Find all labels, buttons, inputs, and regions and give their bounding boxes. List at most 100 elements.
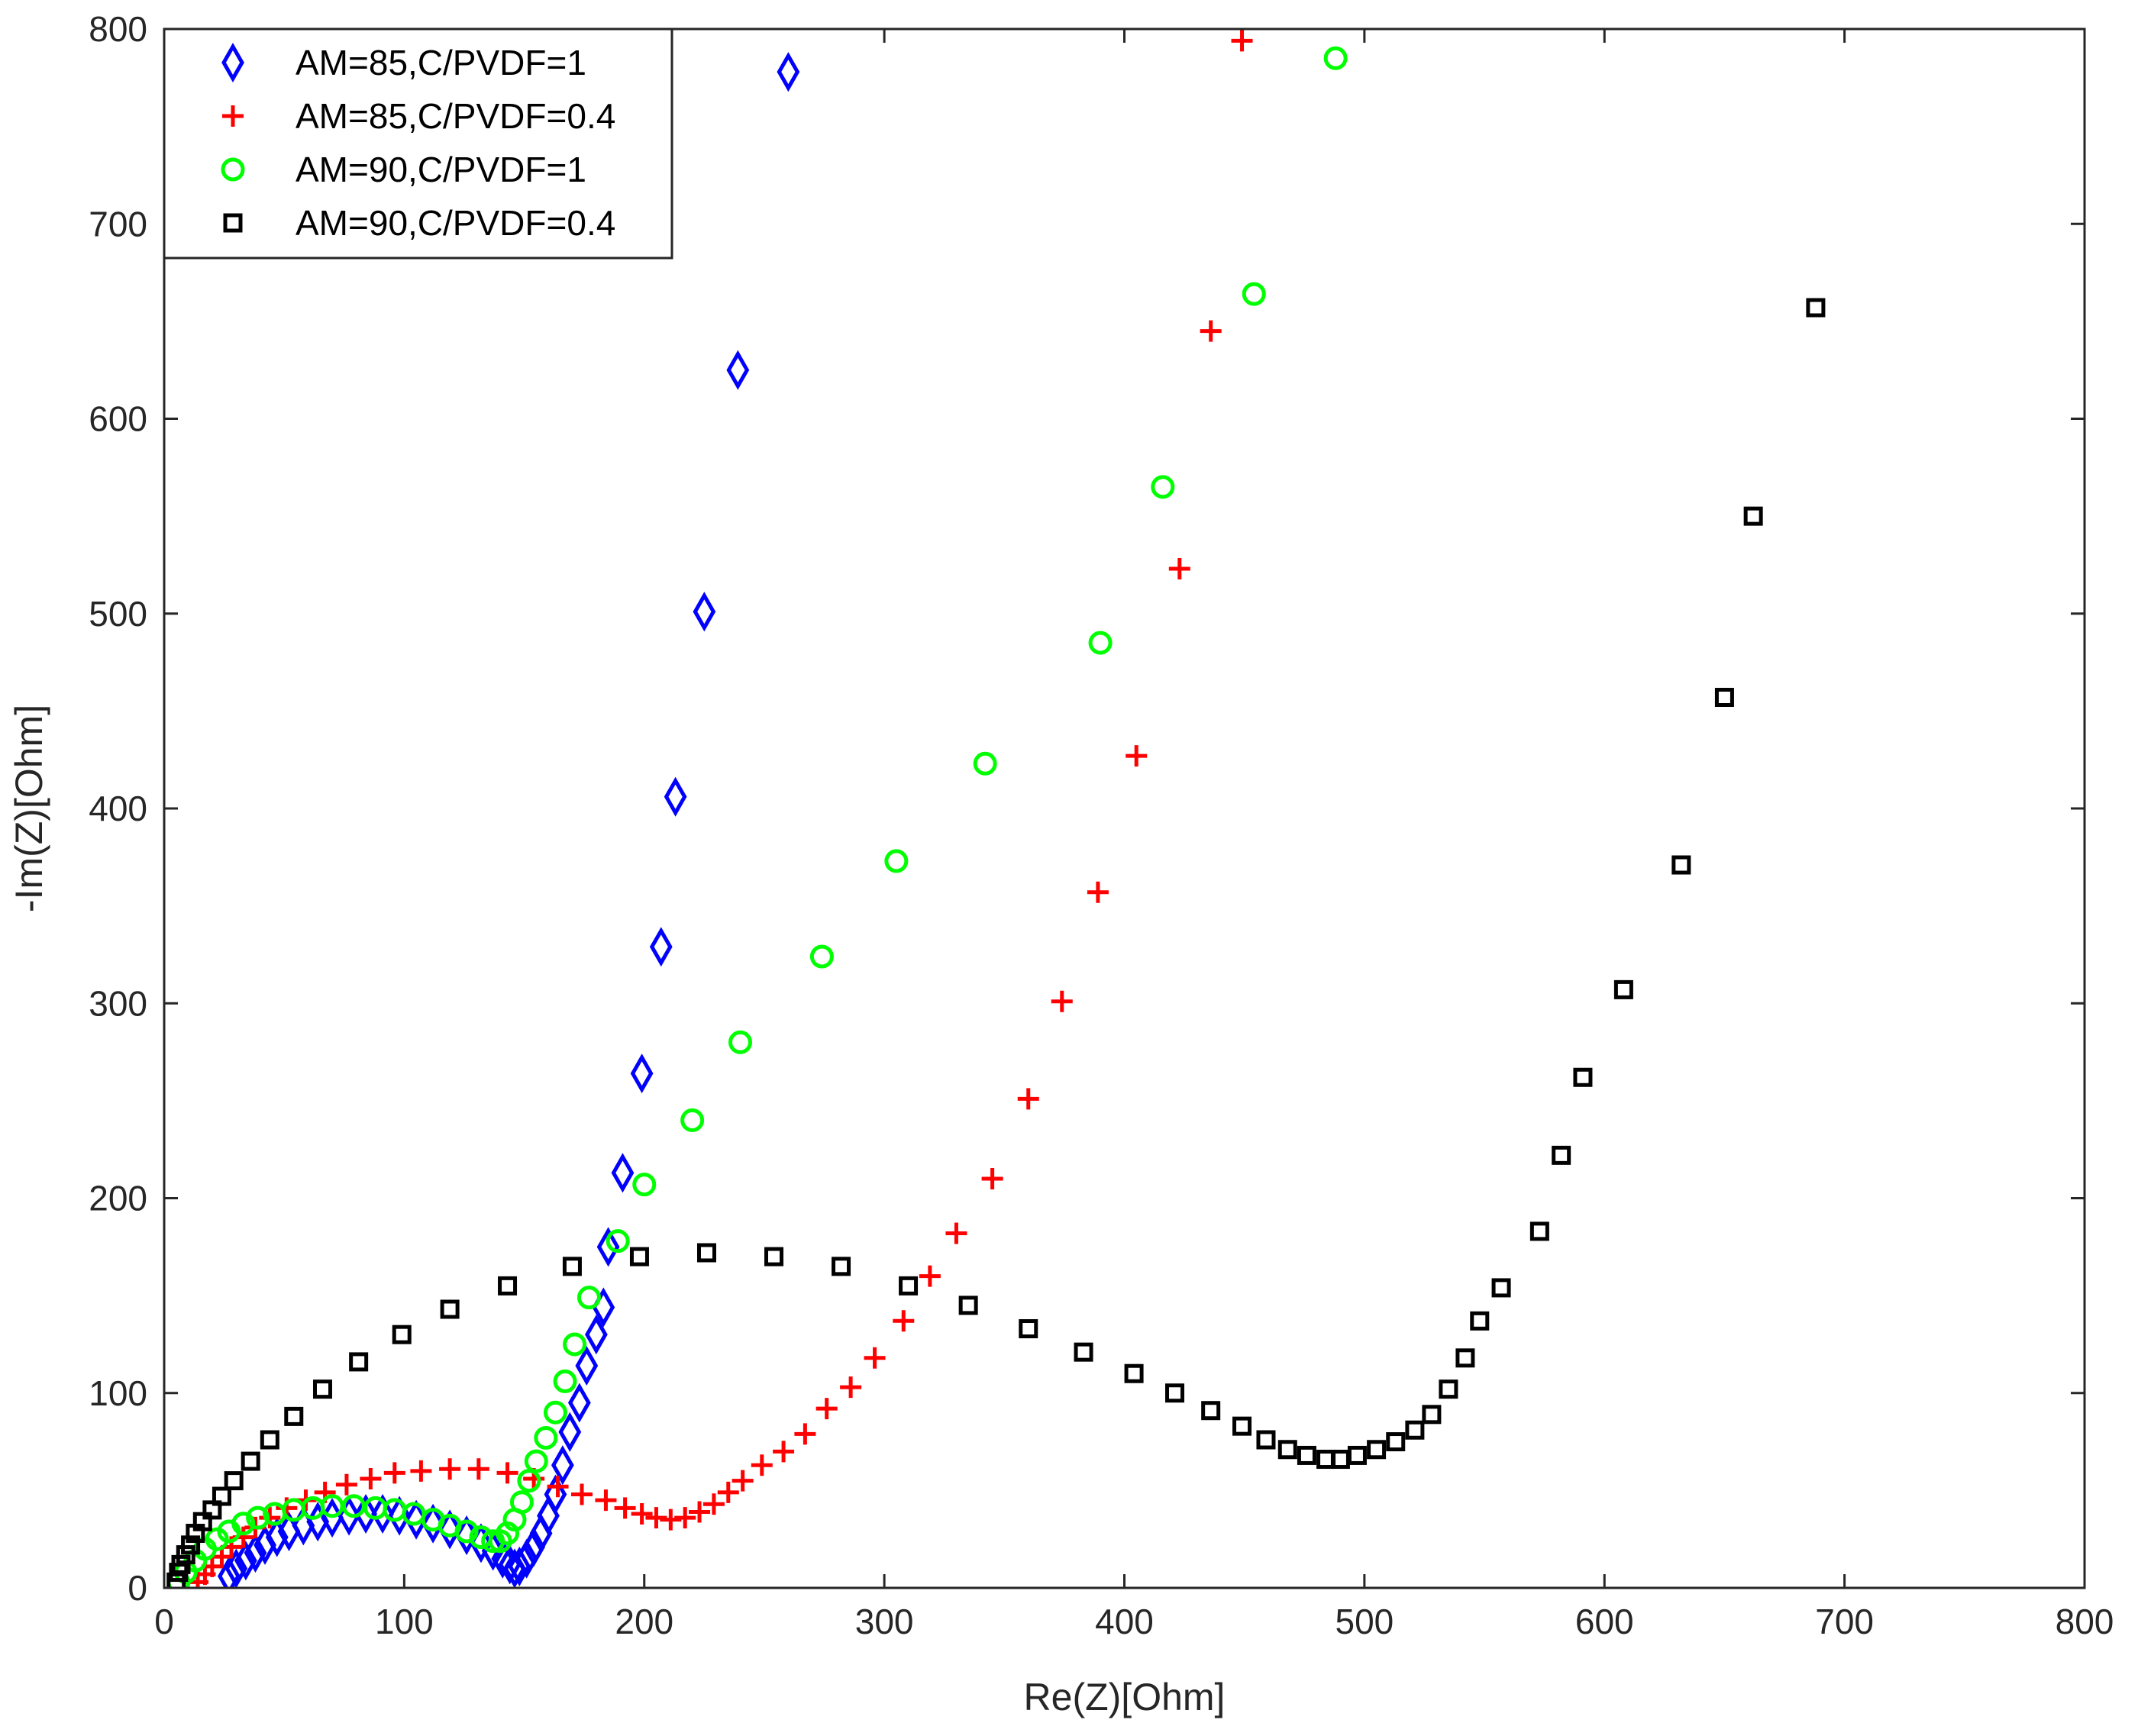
data-point (664, 776, 687, 817)
x-tick-label: 500 (1335, 1602, 1394, 1641)
data-point (1256, 1430, 1276, 1450)
data-point (1529, 1221, 1549, 1241)
data-point (231, 1512, 256, 1536)
legend-marker (223, 213, 243, 233)
data-point (508, 1546, 531, 1586)
y-tick-label: 600 (89, 399, 147, 439)
x-tick-label: 700 (1815, 1602, 1874, 1641)
legend-marker (222, 105, 244, 127)
data-point (611, 1153, 635, 1193)
data-point (1297, 1445, 1316, 1465)
data-point (680, 1108, 705, 1132)
data-point (1455, 1348, 1475, 1368)
data-point (576, 1286, 601, 1310)
data-point (629, 1247, 649, 1267)
data-point (1714, 688, 1734, 708)
legend-label: AM=85,C/PVDF=0.4 (296, 96, 615, 136)
data-point (1743, 506, 1763, 526)
data-point (1201, 1401, 1221, 1421)
data-point (202, 1500, 222, 1520)
data-point (1470, 1311, 1490, 1331)
data-point (1552, 1145, 1571, 1165)
data-point (575, 1345, 599, 1386)
data-point (981, 1167, 1003, 1189)
data-point (751, 1454, 773, 1476)
y-tick-label: 300 (89, 983, 147, 1023)
data-point (335, 1473, 357, 1496)
data-point (777, 52, 800, 92)
legend-label: AM=85,C/PVDF=1 (296, 43, 586, 82)
data-point (1573, 1067, 1593, 1087)
data-point (832, 1257, 851, 1276)
data-point (192, 1512, 212, 1531)
data-point (212, 1486, 231, 1506)
data-point (693, 592, 716, 632)
data-point (764, 1247, 784, 1267)
data-point (241, 1451, 260, 1471)
data-point (632, 1173, 657, 1197)
legend-label: AM=90,C/PVDF=1 (296, 150, 586, 189)
data-point (509, 1490, 534, 1515)
axis-tick-labels: 0 100 200 300 400 500 600 700 800 0 100 200 300 400 50… (89, 9, 2114, 1641)
data-point (547, 1476, 569, 1498)
y-axis-label: -Im(Z)[Ohm] (8, 705, 50, 912)
data-point (884, 849, 909, 873)
data-point (360, 1468, 382, 1490)
data-point (1151, 475, 1175, 499)
data-point (606, 1229, 630, 1254)
data-point (440, 1299, 460, 1319)
data-point (1074, 1342, 1093, 1362)
data-point (524, 1449, 548, 1473)
data-point (392, 1325, 412, 1344)
data-point (234, 1541, 257, 1581)
data-point (354, 1493, 377, 1534)
data-point (717, 1481, 739, 1503)
data-point (1232, 1416, 1252, 1436)
data-point (893, 1310, 915, 1332)
data-point (371, 1493, 394, 1534)
data-point (522, 1527, 546, 1567)
data-point (349, 1352, 369, 1372)
data-point (919, 1265, 941, 1287)
legend-box (163, 27, 673, 260)
data-point (224, 1548, 248, 1588)
data-point (244, 1533, 267, 1573)
data-point (181, 1535, 201, 1555)
x-axis-label: Re(Z)[Ohm] (1024, 1676, 1226, 1718)
data-point (649, 927, 673, 967)
data-point (1051, 990, 1073, 1012)
data-point (1017, 1088, 1039, 1110)
data-point (696, 1243, 716, 1263)
data-point (421, 1503, 444, 1544)
data-point (246, 1505, 270, 1530)
data-point (562, 1257, 582, 1276)
data-point (218, 1556, 241, 1588)
data-point (563, 1332, 587, 1357)
legend-label: AM=90,C/PVDF=0.4 (296, 203, 615, 243)
data-point (517, 1469, 541, 1493)
data-point (1168, 558, 1190, 580)
data-point (809, 944, 834, 969)
legend-marker (221, 42, 244, 83)
data-point (973, 751, 997, 776)
legend-marker (221, 157, 245, 182)
data-point (1019, 1319, 1038, 1339)
data-point (864, 1347, 886, 1369)
data-point (284, 1406, 304, 1426)
data-point (840, 1376, 862, 1399)
data-point (596, 1227, 620, 1267)
data-point (544, 1474, 567, 1515)
data-point (584, 1315, 608, 1355)
data-point (726, 350, 750, 390)
x-tick-label: 0 (154, 1602, 174, 1641)
data-point (410, 1460, 432, 1482)
y-tick-label: 0 (128, 1568, 147, 1608)
data-point (1124, 1363, 1144, 1383)
data-point (614, 1497, 636, 1519)
data-point (567, 1383, 591, 1423)
data-point (1386, 1432, 1406, 1452)
data-point (515, 1538, 538, 1579)
legend: AM=85,C/PVDF=1 AM=85,C/PVDF=0.4 AM=90,C/PV… (163, 27, 673, 260)
